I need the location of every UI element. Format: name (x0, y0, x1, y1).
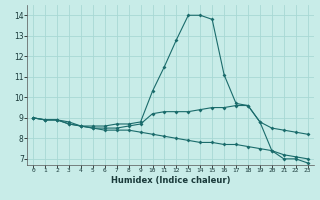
X-axis label: Humidex (Indice chaleur): Humidex (Indice chaleur) (111, 176, 230, 185)
